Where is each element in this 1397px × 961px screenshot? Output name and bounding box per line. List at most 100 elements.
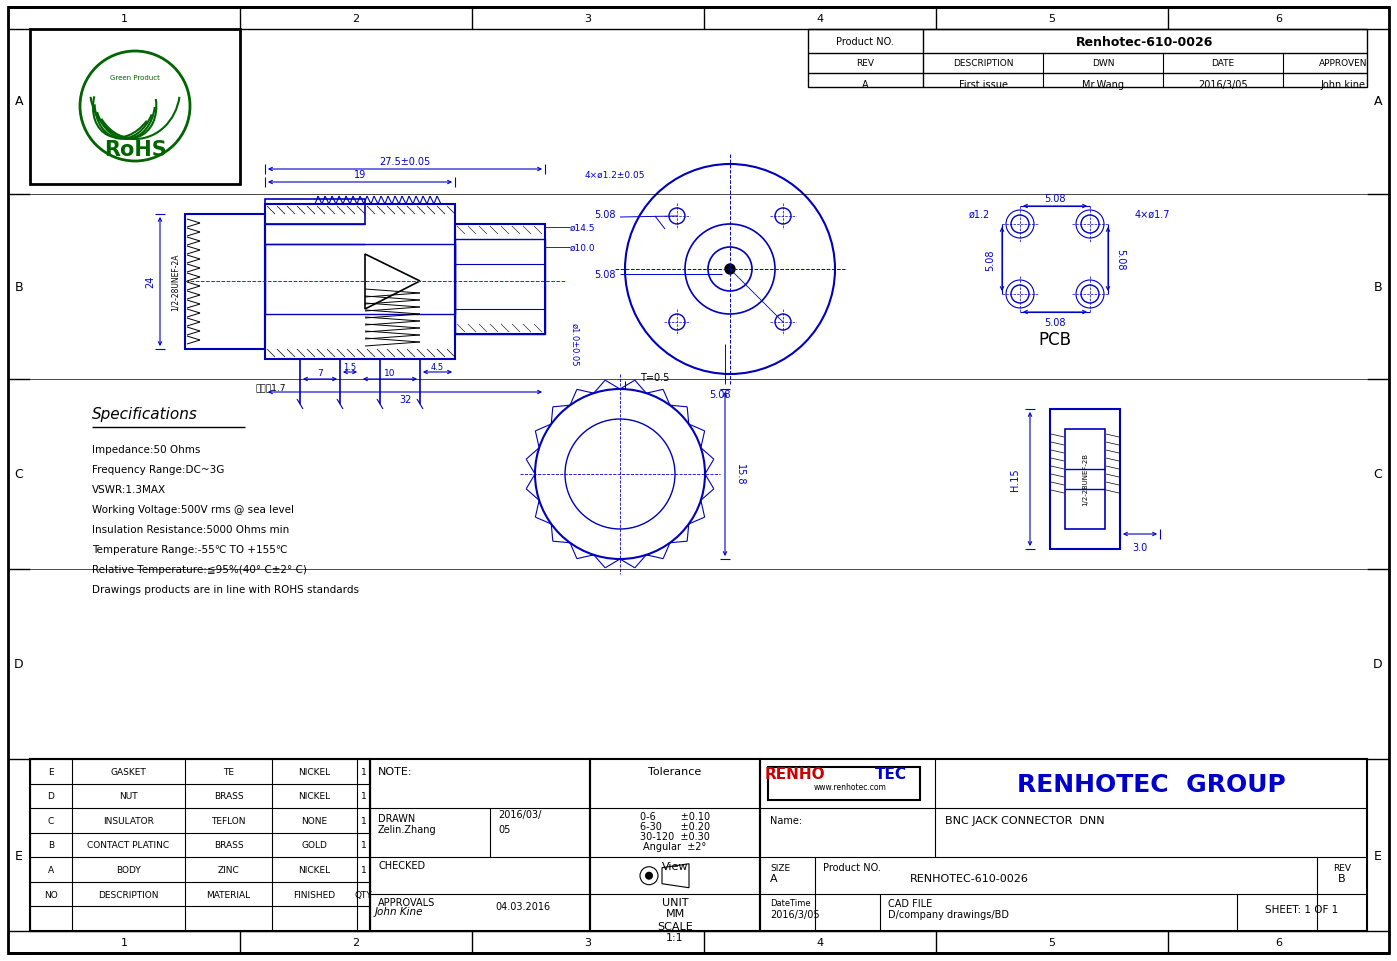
Text: 2016/3/05: 2016/3/05 bbox=[770, 909, 820, 919]
Text: C: C bbox=[14, 468, 24, 481]
Bar bbox=[1051, 409, 1120, 550]
Text: ø1.2: ø1.2 bbox=[968, 209, 990, 220]
Text: 6: 6 bbox=[1275, 14, 1282, 24]
Text: GOLD: GOLD bbox=[302, 841, 327, 850]
Text: NICKEL: NICKEL bbox=[299, 792, 331, 801]
Bar bbox=[1065, 430, 1105, 530]
Text: Frequency Range:DC~3G: Frequency Range:DC~3G bbox=[92, 464, 225, 475]
Bar bbox=[370, 759, 590, 931]
Text: APPROVALS: APPROVALS bbox=[379, 897, 436, 906]
Text: B: B bbox=[1338, 874, 1345, 883]
Text: RENHOTEC-610-0026: RENHOTEC-610-0026 bbox=[909, 874, 1028, 883]
Text: 2: 2 bbox=[352, 14, 359, 24]
Text: 10: 10 bbox=[384, 369, 395, 378]
Text: 7: 7 bbox=[317, 369, 323, 378]
Text: DWN: DWN bbox=[1091, 60, 1115, 68]
Bar bbox=[184, 214, 265, 350]
Text: 2016/03/: 2016/03/ bbox=[497, 809, 542, 820]
Text: DRAWN: DRAWN bbox=[379, 813, 415, 824]
Text: D: D bbox=[1373, 658, 1383, 671]
Text: 19: 19 bbox=[353, 170, 366, 180]
Text: TEFLON: TEFLON bbox=[211, 816, 246, 825]
Text: 2: 2 bbox=[352, 937, 359, 947]
Text: B: B bbox=[15, 281, 24, 294]
Text: 4: 4 bbox=[816, 14, 824, 24]
Text: E: E bbox=[15, 850, 22, 863]
Text: CAD FILE: CAD FILE bbox=[888, 898, 932, 908]
Text: Mr.Wang: Mr.Wang bbox=[1083, 80, 1125, 90]
Text: 4×ø1.7: 4×ø1.7 bbox=[1134, 209, 1171, 220]
Text: ø10.0: ø10.0 bbox=[570, 243, 595, 252]
Text: E: E bbox=[47, 767, 54, 776]
Text: John kine: John kine bbox=[1320, 80, 1365, 90]
Circle shape bbox=[725, 264, 735, 275]
Text: 1: 1 bbox=[120, 14, 127, 24]
Text: D: D bbox=[47, 792, 54, 801]
Text: 1: 1 bbox=[120, 937, 127, 947]
Text: Product NO.: Product NO. bbox=[835, 37, 894, 47]
Text: 3.0: 3.0 bbox=[1133, 542, 1147, 553]
Text: A: A bbox=[47, 865, 54, 875]
Text: 1: 1 bbox=[360, 841, 366, 850]
Text: 5: 5 bbox=[1049, 14, 1056, 24]
Text: 5.08: 5.08 bbox=[1044, 194, 1066, 204]
Text: 1: 1 bbox=[360, 865, 366, 875]
Text: NONE: NONE bbox=[302, 816, 327, 825]
Text: 1.5: 1.5 bbox=[344, 363, 356, 372]
Text: First issue: First issue bbox=[958, 80, 1007, 90]
Text: H.15: H.15 bbox=[1010, 468, 1020, 491]
Text: UNIT: UNIT bbox=[662, 897, 689, 906]
Text: QTY: QTY bbox=[355, 890, 373, 899]
Text: Insulation Resistance:5000 Ohms min: Insulation Resistance:5000 Ohms min bbox=[92, 525, 289, 534]
Text: www.renhotec.com: www.renhotec.com bbox=[813, 781, 887, 791]
Text: 6: 6 bbox=[1275, 937, 1282, 947]
Text: DateTime: DateTime bbox=[770, 899, 810, 907]
Text: NICKEL: NICKEL bbox=[299, 865, 331, 875]
Text: 1:1: 1:1 bbox=[666, 932, 683, 942]
Bar bbox=[265, 245, 455, 314]
Text: RENHOTEC  GROUP: RENHOTEC GROUP bbox=[1017, 772, 1285, 796]
Bar bbox=[29, 759, 370, 931]
Text: MM: MM bbox=[665, 907, 685, 918]
Text: 4: 4 bbox=[816, 937, 824, 947]
Bar bbox=[265, 200, 365, 225]
Text: ø14.5: ø14.5 bbox=[570, 223, 595, 233]
Text: 1: 1 bbox=[360, 792, 366, 801]
Bar bbox=[29, 30, 240, 185]
Text: 24: 24 bbox=[145, 276, 155, 288]
Text: Working Voltage:500V rms @ sea level: Working Voltage:500V rms @ sea level bbox=[92, 505, 293, 514]
Text: 5: 5 bbox=[1049, 937, 1056, 947]
Text: ø1.0±0.05: ø1.0±0.05 bbox=[570, 323, 578, 366]
Text: View: View bbox=[662, 861, 689, 871]
Text: 1: 1 bbox=[360, 816, 366, 825]
Text: SHEET: 1 OF 1: SHEET: 1 OF 1 bbox=[1266, 904, 1338, 914]
Text: GASKET: GASKET bbox=[110, 767, 147, 776]
Text: APPROVEN: APPROVEN bbox=[1319, 60, 1368, 68]
Text: 5.08: 5.08 bbox=[1044, 318, 1066, 328]
Text: Tolerance: Tolerance bbox=[648, 767, 701, 776]
Text: CONTACT PLATINC: CONTACT PLATINC bbox=[88, 841, 169, 850]
Text: DESCRIPTION: DESCRIPTION bbox=[953, 60, 1013, 68]
Text: 6-30      ±0.20: 6-30 ±0.20 bbox=[640, 821, 710, 831]
Text: ZINC: ZINC bbox=[218, 865, 239, 875]
Text: BRASS: BRASS bbox=[214, 792, 243, 801]
Bar bbox=[455, 239, 545, 334]
Text: CHECKED: CHECKED bbox=[379, 860, 425, 870]
Circle shape bbox=[645, 872, 652, 880]
Text: BNC JACK CONNECTOR  DNN: BNC JACK CONNECTOR DNN bbox=[944, 816, 1105, 825]
Text: D: D bbox=[14, 658, 24, 671]
Text: NOTE:: NOTE: bbox=[379, 767, 412, 776]
Text: RoHS: RoHS bbox=[103, 140, 166, 160]
Text: 5.08: 5.08 bbox=[985, 249, 995, 270]
Bar bbox=[807, 30, 1368, 87]
Text: Name:: Name: bbox=[770, 816, 802, 825]
Text: 04.03.2016: 04.03.2016 bbox=[495, 901, 550, 911]
Text: Drawings products are in line with ROHS standards: Drawings products are in line with ROHS … bbox=[92, 584, 359, 595]
Text: B: B bbox=[47, 841, 54, 850]
Text: B: B bbox=[1373, 281, 1382, 294]
Bar bbox=[590, 759, 760, 931]
Text: NUT: NUT bbox=[119, 792, 138, 801]
Text: 30-120  ±0.30: 30-120 ±0.30 bbox=[640, 831, 710, 841]
Text: BODY: BODY bbox=[116, 865, 141, 875]
Text: Green Product: Green Product bbox=[110, 75, 159, 81]
